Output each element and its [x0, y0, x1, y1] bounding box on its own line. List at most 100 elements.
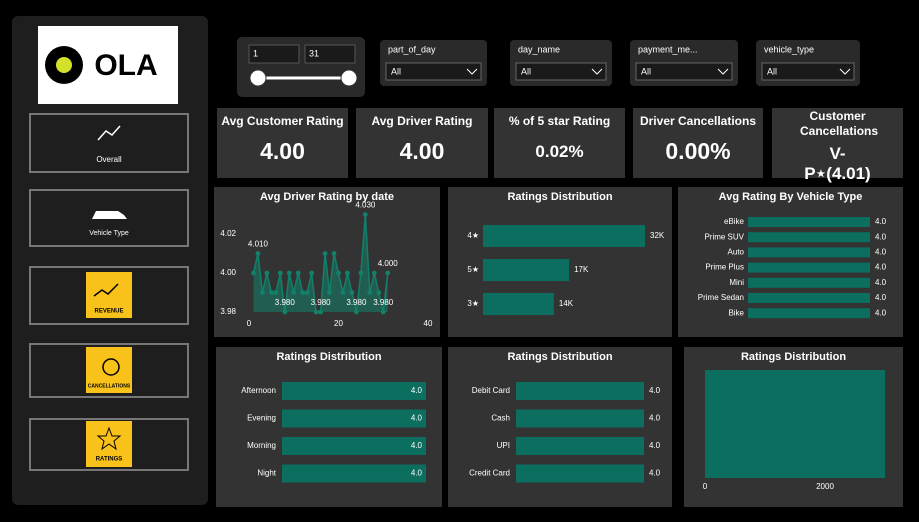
category-label: Debit Card — [472, 386, 510, 395]
line-point — [380, 309, 386, 315]
data-label: 32K — [650, 231, 665, 240]
logo-dot — [56, 57, 72, 73]
bar — [748, 232, 870, 243]
line-point — [309, 270, 315, 276]
category-label: Bike — [728, 308, 744, 317]
chart-title: Avg Rating By Vehicle Type — [719, 191, 863, 203]
line-point — [327, 290, 332, 295]
dropdown-value: All — [391, 66, 401, 76]
nav-label: Vehicle Type — [89, 230, 129, 237]
dropdown-chevron — [591, 68, 603, 75]
nav-button[interactable] — [29, 189, 189, 247]
category-label: Cash — [491, 414, 510, 423]
bar — [282, 437, 426, 455]
data-label: 4.0 — [875, 248, 887, 257]
y-tick-label: 3.98 — [220, 307, 236, 316]
dropdown-chevron — [717, 68, 729, 75]
logo-text: OLA — [94, 49, 157, 82]
slider-handle[interactable] — [249, 69, 267, 87]
bar — [748, 217, 870, 227]
dropdown[interactable] — [635, 62, 733, 81]
nav-icon — [97, 125, 121, 141]
dropdown-chevron — [839, 68, 851, 75]
x-tick-label: 20 — [334, 319, 343, 328]
nav-label: RATINGS — [96, 457, 123, 463]
nav-label: CANCELLATIONS — [88, 383, 131, 389]
line-point — [358, 270, 364, 276]
bar — [282, 464, 426, 483]
chart-title: Ratings Distribution — [741, 351, 846, 363]
line-point — [282, 309, 288, 315]
nav-icon — [86, 272, 132, 318]
line-point — [362, 212, 368, 217]
line-point — [273, 290, 279, 295]
line-point — [268, 290, 274, 295]
side-panel — [12, 16, 208, 505]
filter-label: vehicle_type — [764, 44, 814, 54]
x-tick-label: 0 — [703, 482, 708, 491]
chart-title: Avg Driver Rating by date — [260, 191, 394, 203]
nav-icon-line — [93, 283, 119, 297]
line-point — [251, 270, 256, 276]
nav-button[interactable] — [29, 266, 189, 325]
x-tick-label: 40 — [424, 319, 433, 328]
data-label: 4.0 — [875, 217, 887, 226]
data-label: 3.980 — [373, 298, 394, 307]
bar — [748, 247, 870, 258]
data-label: 4.0 — [411, 469, 423, 478]
line-point — [260, 290, 265, 295]
line-point — [264, 270, 270, 276]
data-label: 4.0 — [875, 278, 887, 287]
kpi-card: Avg Driver Rating 4.00 — [356, 108, 488, 178]
category-label: Afternoon — [241, 386, 276, 395]
line-point — [295, 270, 301, 276]
line-point — [336, 270, 341, 276]
kpi-value: 0.02% — [535, 142, 584, 161]
filter-label: payment_me... — [638, 44, 698, 54]
nav-button[interactable] — [29, 418, 189, 471]
line-point — [331, 251, 337, 256]
y-tick-label: 4.00 — [220, 268, 236, 277]
data-label: 3.980 — [311, 298, 332, 307]
dropdown[interactable] — [515, 62, 607, 81]
chart-title: Ratings Distribution — [507, 351, 612, 363]
line-point — [277, 270, 283, 276]
bar — [748, 308, 870, 319]
slicer-end-box[interactable] — [304, 44, 356, 64]
bar — [516, 464, 644, 483]
data-label: 4.0 — [411, 441, 423, 450]
category-label: 5★ — [467, 265, 479, 274]
line-point — [291, 290, 297, 295]
bar — [483, 225, 645, 247]
data-label: 3.980 — [346, 298, 367, 307]
nav-icon — [92, 211, 127, 219]
kpi-label: % of 5 star Rating — [508, 114, 611, 128]
kpi-card: % of 5 star Rating 0.02% — [494, 108, 625, 178]
dropdown[interactable] — [761, 62, 855, 81]
dropdown[interactable] — [385, 62, 482, 81]
kpi-card: Avg Customer Rating 4.00 — [217, 108, 348, 178]
line-point — [286, 270, 292, 276]
line-point — [322, 251, 328, 256]
bar — [282, 409, 426, 428]
line-point — [313, 309, 319, 315]
nav-button[interactable] — [29, 343, 189, 398]
data-label: 4.0 — [649, 441, 661, 450]
filter-label: part_of_day — [388, 44, 436, 54]
nav-icon — [86, 347, 132, 393]
y-tick-label: 4.02 — [220, 229, 236, 238]
nav-button[interactable] — [29, 113, 189, 173]
data-label: 4.0 — [649, 469, 661, 478]
kpi-label: Avg Customer Rating — [221, 114, 344, 128]
chart-title: Ratings Distribution — [507, 191, 612, 203]
x-tick-label: 0 — [247, 319, 252, 328]
dropdown-value: All — [641, 66, 651, 76]
data-label: 4.0 — [411, 414, 423, 423]
category-label: UPI — [497, 441, 510, 450]
filter-label: day_name — [518, 44, 560, 54]
slicer-start-box[interactable] — [248, 44, 300, 64]
line-area — [253, 214, 388, 312]
line-point — [255, 251, 261, 256]
slider-handle[interactable] — [340, 69, 358, 87]
